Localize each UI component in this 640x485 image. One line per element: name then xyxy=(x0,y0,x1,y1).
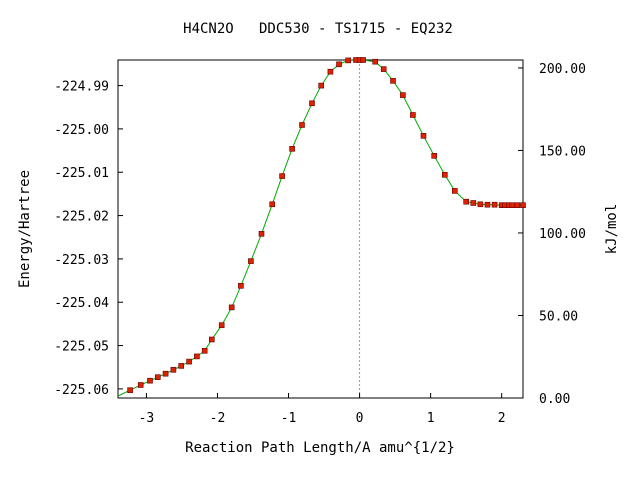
data-point xyxy=(400,92,406,98)
plot-area-frame xyxy=(117,59,524,399)
data-point xyxy=(228,304,235,311)
data-point xyxy=(484,201,491,208)
x-axis-ticks: -3 -2 -1 0 1 2 xyxy=(139,393,506,426)
data-point xyxy=(470,200,477,206)
x-axis-label: Reaction Path Length/A amu^{1/2} xyxy=(185,440,455,456)
data-point xyxy=(258,231,265,237)
data-point xyxy=(127,387,133,394)
data-point xyxy=(178,363,184,369)
y-tick-label: -225.04 xyxy=(54,296,109,311)
y-tick-label: -225.05 xyxy=(54,340,109,355)
y2-tick-label: 200.00 xyxy=(539,62,586,77)
data-point xyxy=(380,66,387,72)
y2-tick-label: 0.00 xyxy=(539,392,570,407)
data-point xyxy=(327,68,334,75)
data-point xyxy=(170,366,177,373)
data-point xyxy=(463,198,470,205)
y2-tick-label: 100.00 xyxy=(539,227,586,242)
data-point xyxy=(372,58,379,65)
data-point xyxy=(451,188,458,194)
data-point xyxy=(194,353,200,360)
data-point xyxy=(162,370,169,377)
data-point xyxy=(390,78,396,84)
x-tick-label: 1 xyxy=(427,411,435,426)
data-point xyxy=(155,374,161,381)
data-point xyxy=(431,153,438,159)
data-point xyxy=(269,201,276,208)
data-point xyxy=(345,57,352,64)
y2-axis-ticks: 0.00 50.00 100.00 150.00 200.00 xyxy=(518,62,586,407)
data-point xyxy=(520,202,526,208)
x-tick-label: 0 xyxy=(356,411,364,426)
chart-title: H4CN2O DDC530 - TS1715 - EQ232 xyxy=(183,21,453,37)
data-point xyxy=(410,112,416,118)
data-point xyxy=(209,336,215,343)
data-point xyxy=(279,173,285,179)
data-point xyxy=(514,202,521,208)
x-tick-label: -1 xyxy=(281,411,297,426)
data-point xyxy=(248,258,254,264)
data-point xyxy=(360,57,366,63)
y-tick-label: -225.01 xyxy=(54,166,109,181)
data-point xyxy=(201,347,208,354)
data-point xyxy=(336,61,342,68)
y2-tick-label: 50.00 xyxy=(539,309,578,324)
x-tick-label: -3 xyxy=(139,411,155,426)
data-point xyxy=(147,377,153,384)
data-point xyxy=(238,282,244,289)
data-points xyxy=(127,57,526,394)
y-tick-label: -224.99 xyxy=(54,80,109,95)
data-point xyxy=(441,172,448,178)
y-tick-label: -225.06 xyxy=(54,383,109,398)
data-point xyxy=(299,122,305,128)
data-point xyxy=(186,358,192,365)
series-line xyxy=(117,59,523,397)
y-axis-label: Energy/Hartree xyxy=(17,170,33,288)
y-axis-ticks: -224.99 -225.00 -225.01 -225.02 -225.03 -225.… xyxy=(54,80,123,398)
y2-axis-label: kJ/mol xyxy=(604,204,620,255)
y-tick-label: -225.03 xyxy=(54,253,109,268)
x-tick-label: 2 xyxy=(498,411,506,426)
y-tick-label: -225.02 xyxy=(54,210,109,225)
x-tick-label: -2 xyxy=(210,411,226,426)
data-point xyxy=(509,202,516,208)
y2-tick-label: 150.00 xyxy=(539,144,586,159)
data-point xyxy=(420,133,427,139)
data-point xyxy=(309,100,315,107)
data-point xyxy=(289,146,295,152)
data-point xyxy=(477,201,484,208)
data-point xyxy=(318,82,325,89)
y-tick-label: -225.00 xyxy=(54,123,109,138)
data-point xyxy=(491,201,498,208)
data-point xyxy=(137,382,144,388)
data-point xyxy=(218,322,225,329)
